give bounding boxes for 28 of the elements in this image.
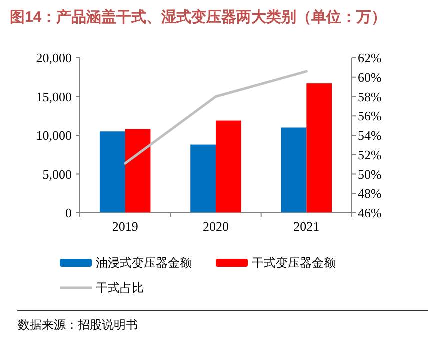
- chart-title: 图14：产品涵盖干式、湿式变压器两大类别（单位：万）: [10, 8, 387, 26]
- y2-tick-label: 60%: [358, 70, 382, 85]
- y2-tick-label: 48%: [358, 186, 382, 202]
- legend-label: 油浸式变压器金额: [96, 256, 192, 270]
- y-tick-label: 0: [66, 206, 72, 221]
- y2-tick-label: 52%: [358, 147, 382, 162]
- y2-tick-label: 56%: [358, 108, 382, 124]
- y-tick-label: 15,000: [36, 89, 72, 104]
- y2-tick-label: 58%: [358, 89, 382, 104]
- y2-tick-label: 54%: [358, 128, 382, 144]
- x-tick-label: 2019: [112, 219, 138, 234]
- y-tick-label: 10,000: [36, 128, 72, 144]
- y2-tick-label: 50%: [358, 166, 382, 182]
- legend-label: 干式占比: [96, 281, 144, 296]
- bar: [100, 132, 126, 213]
- y-tick-label: 5,000: [42, 166, 72, 182]
- bar: [125, 129, 151, 213]
- bar: [306, 84, 332, 213]
- x-tick-label: 2020: [203, 219, 229, 234]
- bar: [281, 128, 307, 213]
- y2-tick-label: 62%: [358, 50, 382, 66]
- source-note: 数据来源：招股说明书: [18, 318, 138, 332]
- bar: [216, 120, 242, 213]
- y2-tick-label: 46%: [358, 206, 382, 221]
- x-tick-label: 2021: [294, 219, 320, 234]
- bar: [190, 144, 216, 213]
- y-tick-label: 20,000: [36, 50, 72, 66]
- legend-label: 干式变压器金额: [252, 256, 336, 270]
